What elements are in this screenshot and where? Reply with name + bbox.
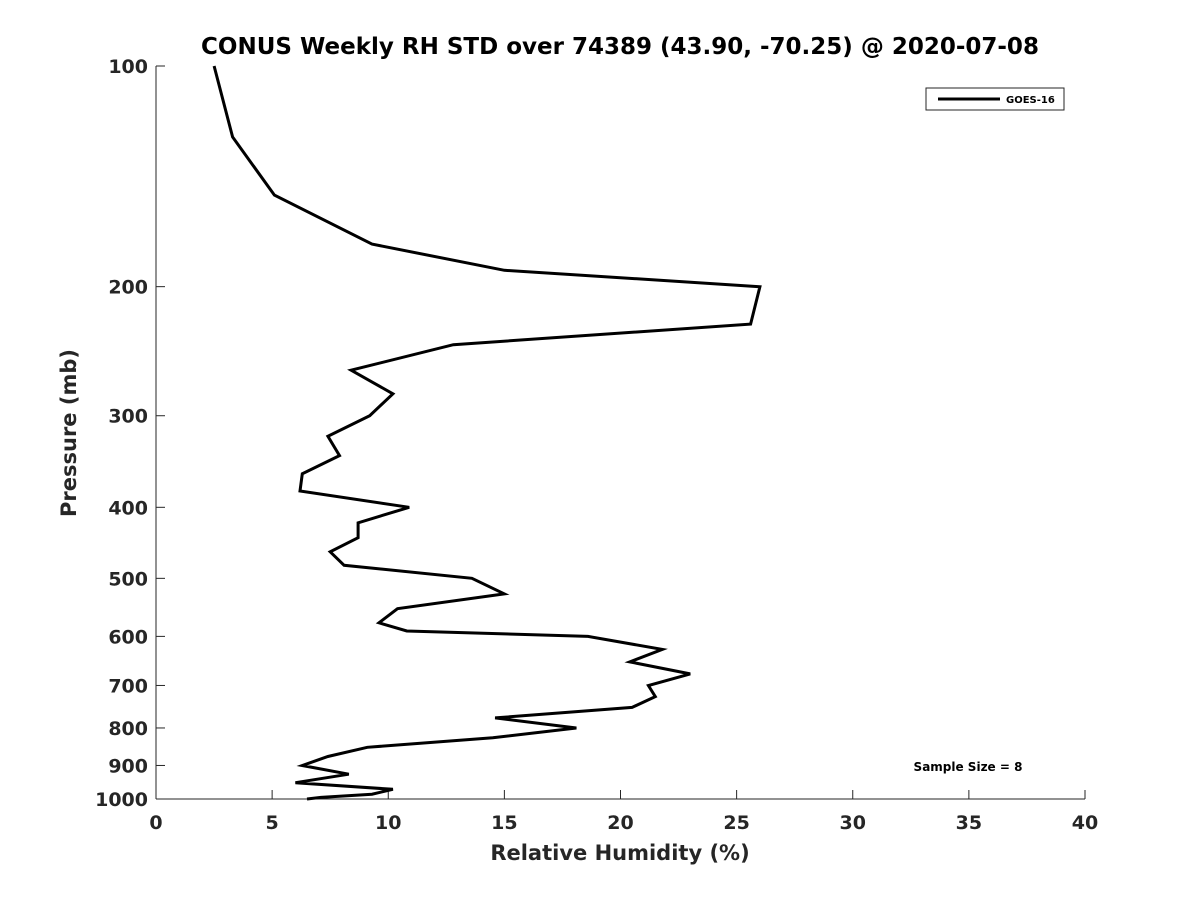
x-ticks: 0 5 10 15 20 25 30 35 40 <box>149 790 1098 834</box>
x-tick-label: 35 <box>956 812 982 834</box>
y-tick-label: 900 <box>108 755 148 777</box>
y-tick-label: 800 <box>108 718 148 740</box>
x-tick-label: 0 <box>149 812 162 834</box>
y-tick-label: 700 <box>108 675 148 697</box>
x-tick-label: 5 <box>266 812 279 834</box>
y-tick-label: 100 <box>108 56 148 78</box>
legend: GOES-16 <box>925 87 1065 111</box>
legend-label: GOES-16 <box>1006 95 1055 106</box>
y-ticks: 100 200 300 400 500 600 700 800 900 1000 <box>95 56 165 811</box>
x-axis-label: Relative Humidity (%) <box>490 841 749 865</box>
axes <box>155 66 1085 800</box>
x-tick-label: 20 <box>607 812 633 834</box>
y-tick-label: 500 <box>108 568 148 590</box>
x-tick-label: 30 <box>840 812 866 834</box>
x-tick-label: 15 <box>491 812 517 834</box>
x-tick-label: 40 <box>1072 812 1098 834</box>
series-line-goes-16 <box>212 65 762 801</box>
x-tick-label: 10 <box>375 812 401 834</box>
y-tick-label: 200 <box>108 277 148 299</box>
x-tick-label: 25 <box>723 812 749 834</box>
y-tick-label: 600 <box>108 626 148 648</box>
series-layer <box>212 65 762 801</box>
y-axis-label: Pressure (mb) <box>57 349 81 517</box>
y-tick-label: 1000 <box>95 789 148 811</box>
sample-size-annotation: Sample Size = 8 <box>914 760 1023 774</box>
y-tick-label: 400 <box>108 497 148 519</box>
chart-title: CONUS Weekly RH STD over 74389 (43.90, -… <box>201 34 1039 60</box>
y-tick-label: 300 <box>108 406 148 428</box>
